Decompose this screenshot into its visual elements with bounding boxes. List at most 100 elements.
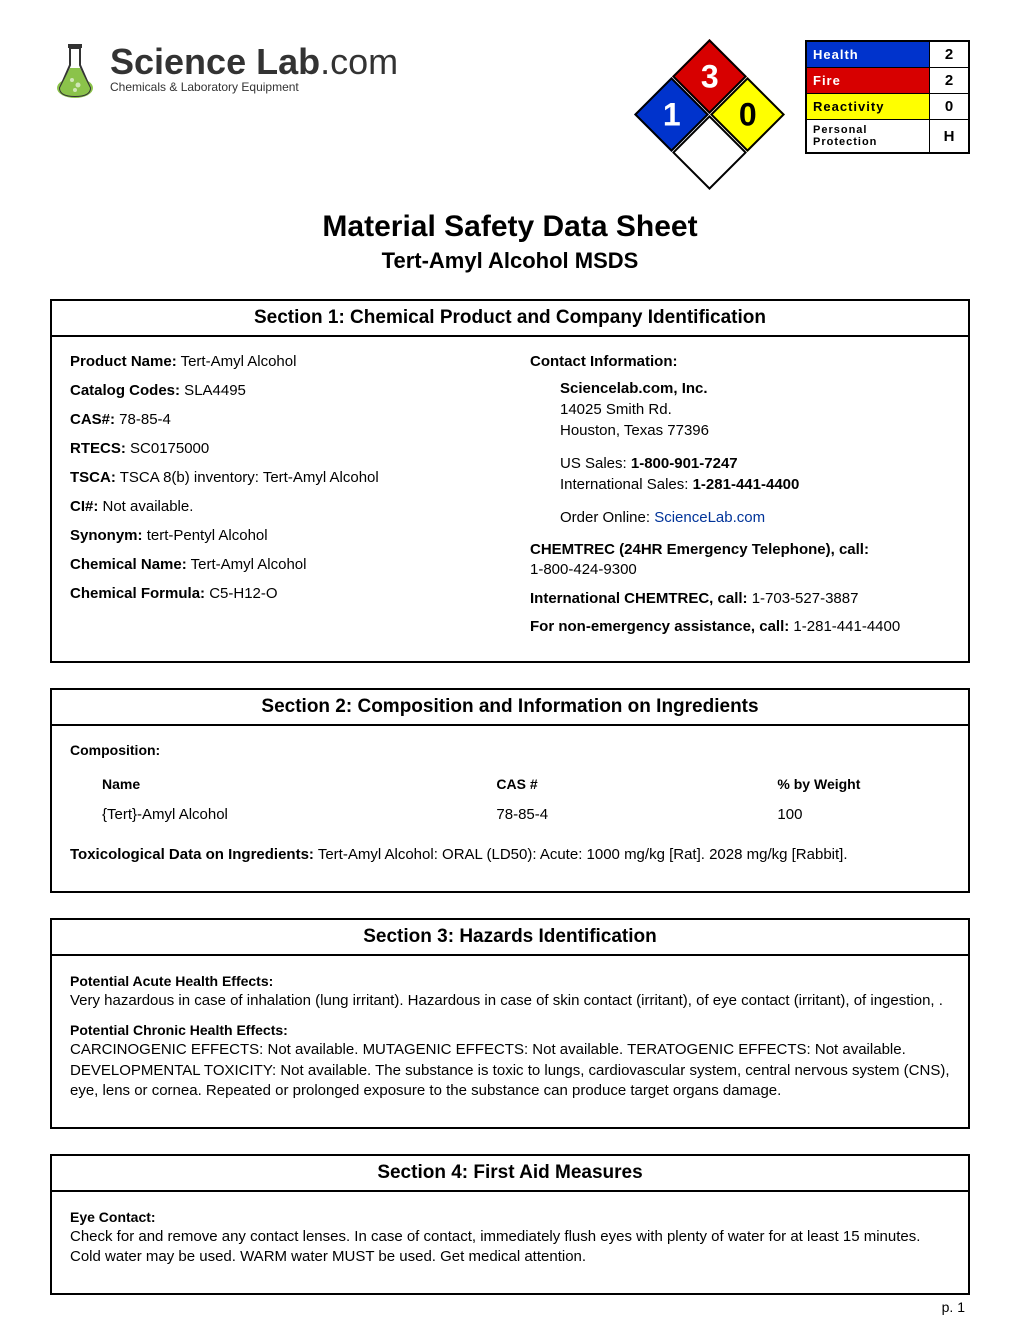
tsca-value: TSCA 8(b) inventory: Tert-Amyl Alcohol [116, 469, 379, 486]
contact-sales: US Sales: 1-800-901-7247 International S… [560, 453, 950, 495]
section-3: Section 3: Hazards Identification Potent… [50, 918, 970, 1129]
section-1-body: Product Name: Tert-Amyl Alcohol Catalog … [52, 337, 968, 661]
document-header: Science Lab.com Chemicals & Laboratory E… [50, 40, 970, 190]
company-addr2: Houston, Texas 77396 [560, 420, 950, 441]
nonemerg-value: 1-281-441-4400 [789, 618, 900, 635]
chemname-label: Chemical Name: [70, 556, 187, 573]
document-title: Material Safety Data Sheet Tert-Amyl Alc… [50, 210, 970, 274]
hazard-health-label: Health [806, 41, 930, 68]
logo-title-main: Science Lab [110, 41, 320, 82]
ci-label: CI#: [70, 498, 98, 515]
nfpa-reactivity-value: 0 [739, 96, 757, 133]
hazard-health-value: 2 [930, 41, 969, 68]
section-1-left-col: Product Name: Tert-Amyl Alcohol Catalog … [70, 353, 490, 645]
hazard-row-health: Health 2 [806, 41, 969, 68]
hazard-table: Health 2 Fire 2 Reactivity 0 Personal Pr… [805, 40, 970, 154]
comp-row-name: {Tert}-Amyl Alcohol [102, 800, 494, 829]
product-name-value: Tert-Amyl Alcohol [177, 353, 297, 370]
nonemerg-label: For non-emergency assistance, call: [530, 618, 789, 635]
nonemerg-block: For non-emergency assistance, call: 1-28… [530, 617, 950, 637]
hazard-row-protection: Personal Protection H [806, 120, 969, 154]
eye-heading: Eye Contact: [70, 1208, 950, 1227]
logo-title-suffix: .com [320, 41, 398, 82]
comp-row-weight: 100 [777, 800, 978, 829]
hazard-fire-label: Fire [806, 68, 930, 94]
chronic-heading: Potential Chronic Health Effects: [70, 1021, 950, 1040]
acute-text: Very hazardous in case of inhalation (lu… [70, 991, 950, 1011]
section-2: Section 2: Composition and Information o… [50, 688, 970, 893]
doc-title-main: Material Safety Data Sheet [50, 210, 970, 244]
cas-value: 78-85-4 [115, 411, 171, 428]
tsca-label: TSCA: [70, 469, 116, 486]
logo-tagline: Chemicals & Laboratory Equipment [110, 80, 398, 94]
header-right: 3 1 0 Health 2 Fire 2 Reactivity [635, 40, 970, 190]
catalog-label: Catalog Codes: [70, 382, 180, 399]
nfpa-health-value: 1 [663, 96, 681, 133]
chronic-text: CARCINOGENIC EFFECTS: Not available. MUT… [70, 1040, 950, 1101]
catalog-value: SLA4495 [180, 382, 246, 399]
flask-icon [50, 40, 100, 100]
chemtrec-block: CHEMTREC (24HR Emergency Telephone), cal… [530, 540, 950, 581]
hazard-reactivity-value: 0 [930, 94, 969, 120]
synonym-label: Synonym: [70, 527, 147, 544]
cas-label: CAS#: [70, 411, 115, 428]
comp-col-weight: % by Weight [777, 770, 978, 798]
chemname-value: Tert-Amyl Alcohol [187, 556, 307, 573]
comp-col-cas: CAS # [496, 770, 775, 798]
hazard-row-reactivity: Reactivity 0 [806, 94, 969, 120]
intl-chemtrec-block: International CHEMTREC, call: 1-703-527-… [530, 589, 950, 609]
comp-col-name: Name [102, 770, 494, 798]
doc-title-sub: Tert-Amyl Alcohol MSDS [50, 248, 970, 274]
section-3-header: Section 3: Hazards Identification [52, 920, 968, 956]
section-4-header: Section 4: First Aid Measures [52, 1156, 968, 1192]
contact-heading: Contact Information: [530, 353, 950, 370]
composition-heading: Composition: [70, 742, 950, 758]
product-name-label: Product Name: [70, 353, 177, 370]
us-sales-label: US Sales: [560, 455, 631, 472]
toxicological-data: Toxicological Data on Ingredients: Tert-… [70, 845, 950, 865]
acute-effects: Potential Acute Health Effects: Very haz… [70, 972, 950, 1011]
page-number: p. 1 [942, 1299, 965, 1315]
composition-row: {Tert}-Amyl Alcohol 78-85-4 100 [102, 800, 978, 829]
synonym-value: tert-Pentyl Alcohol [147, 527, 268, 544]
section-4: Section 4: First Aid Measures Eye Contac… [50, 1154, 970, 1295]
formula-value: C5-H12-O [205, 585, 278, 602]
section-2-header: Section 2: Composition and Information o… [52, 690, 968, 726]
eye-text: Check for and remove any contact lenses.… [70, 1227, 950, 1268]
order-link[interactable]: ScienceLab.com [654, 509, 765, 526]
intl-chemtrec-value: 1-703-527-3887 [748, 590, 859, 607]
section-1-right-col: Contact Information: Sciencelab.com, Inc… [530, 353, 950, 645]
section-2-body: Composition: Name CAS # % by Weight {Ter… [52, 726, 968, 891]
ci-value: Not available. [98, 498, 193, 515]
contact-order: Order Online: ScienceLab.com [560, 507, 950, 528]
chronic-effects: Potential Chronic Health Effects: CARCIN… [70, 1021, 950, 1101]
hazard-reactivity-label: Reactivity [806, 94, 930, 120]
formula-label: Chemical Formula: [70, 585, 205, 602]
nfpa-fire-value: 3 [701, 58, 719, 95]
company-addr1: 14025 Smith Rd. [560, 399, 950, 420]
hazard-protection-value: H [930, 120, 969, 154]
nfpa-diamond: 3 1 0 [635, 40, 785, 190]
section-1: Section 1: Chemical Product and Company … [50, 299, 970, 663]
rtecs-label: RTECS: [70, 440, 126, 457]
intl-sales-value: 1-281-441-4400 [693, 476, 800, 493]
rtecs-value: SC0175000 [126, 440, 209, 457]
us-sales-value: 1-800-901-7247 [631, 455, 738, 472]
section-4-body: Eye Contact: Check for and remove any co… [52, 1192, 968, 1293]
intl-chemtrec-label: International CHEMTREC, call: [530, 590, 748, 607]
eye-contact: Eye Contact: Check for and remove any co… [70, 1208, 950, 1267]
intl-sales-label: International Sales: [560, 476, 693, 493]
section-3-body: Potential Acute Health Effects: Very haz… [52, 956, 968, 1127]
contact-address: Sciencelab.com, Inc. 14025 Smith Rd. Hou… [560, 378, 950, 441]
section-1-header: Section 1: Chemical Product and Company … [52, 301, 968, 337]
chemtrec-label: CHEMTREC (24HR Emergency Telephone), cal… [530, 540, 950, 560]
hazard-protection-label: Personal Protection [806, 120, 930, 154]
composition-table: Name CAS # % by Weight {Tert}-Amyl Alcoh… [100, 768, 980, 831]
logo-text: Science Lab.com Chemicals & Laboratory E… [110, 46, 398, 94]
tox-label: Toxicological Data on Ingredients: [70, 846, 314, 863]
hazard-fire-value: 2 [930, 68, 969, 94]
company-logo: Science Lab.com Chemicals & Laboratory E… [50, 40, 398, 100]
company-name: Sciencelab.com, Inc. [560, 378, 950, 399]
hazard-row-fire: Fire 2 [806, 68, 969, 94]
acute-heading: Potential Acute Health Effects: [70, 972, 950, 991]
